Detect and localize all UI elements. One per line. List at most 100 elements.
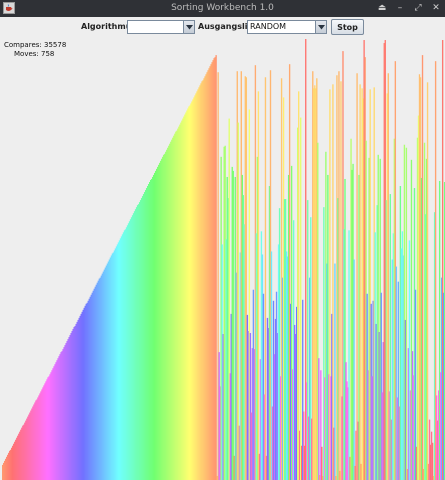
value-bar xyxy=(231,166,233,480)
value-bar xyxy=(259,359,262,480)
value-bar xyxy=(383,43,385,480)
value-bar xyxy=(373,87,375,480)
algorithm-label: Algorithmus: xyxy=(81,22,140,31)
value-bar xyxy=(141,196,144,480)
value-bar xyxy=(340,81,342,480)
value-bar xyxy=(45,381,47,480)
eject-icon[interactable]: ⏏ xyxy=(377,3,387,13)
value-bar xyxy=(422,468,425,480)
value-bar xyxy=(249,333,252,480)
value-bar xyxy=(284,199,287,480)
value-bar xyxy=(165,151,167,480)
value-bar xyxy=(424,214,427,480)
value-bar xyxy=(301,445,303,480)
value-bar xyxy=(177,128,179,480)
value-bar xyxy=(405,147,408,480)
value-bar xyxy=(55,362,57,480)
value-bar xyxy=(419,77,422,480)
value-bar xyxy=(315,88,317,480)
list-select-value: RANDOM xyxy=(250,22,287,31)
value-bar xyxy=(384,40,386,480)
value-bar xyxy=(98,278,101,480)
algorithm-select[interactable] xyxy=(127,20,195,34)
value-bar xyxy=(204,76,206,480)
value-bar xyxy=(250,412,253,480)
stop-button[interactable]: Stop xyxy=(331,19,364,35)
value-bar xyxy=(91,292,93,480)
value-bar xyxy=(52,368,54,480)
value-bar xyxy=(167,147,169,480)
value-bar xyxy=(388,391,390,480)
value-bar xyxy=(42,387,44,480)
value-bar xyxy=(43,385,45,480)
restore-icon[interactable]: ⤢ xyxy=(414,3,422,13)
value-bar xyxy=(87,300,89,480)
value-bar xyxy=(372,300,374,480)
value-bar xyxy=(157,166,159,480)
value-bar xyxy=(365,140,367,480)
value-bar xyxy=(7,454,9,480)
value-bar xyxy=(430,431,433,480)
value-bar xyxy=(229,373,231,480)
value-bar xyxy=(391,259,393,480)
value-bar xyxy=(203,78,205,480)
value-bar xyxy=(184,114,186,480)
value-bar xyxy=(66,341,68,480)
value-bar xyxy=(103,269,106,480)
value-bar xyxy=(236,71,238,480)
value-bar xyxy=(316,78,318,480)
value-bar xyxy=(359,84,361,480)
value-bar xyxy=(314,85,316,480)
value-bar xyxy=(360,463,362,480)
value-bar xyxy=(252,289,255,480)
value-bar xyxy=(221,244,223,480)
value-bar xyxy=(291,369,294,480)
value-bar xyxy=(379,158,381,480)
value-bar xyxy=(18,433,20,480)
minimize-icon[interactable]: – xyxy=(397,3,403,13)
value-bar xyxy=(190,103,192,480)
value-bar xyxy=(413,188,416,480)
value-bar xyxy=(329,89,331,480)
value-bar xyxy=(10,449,12,480)
value-bar xyxy=(335,475,337,480)
value-bar xyxy=(270,251,273,480)
value-bar xyxy=(116,244,119,480)
value-bar xyxy=(370,303,372,480)
value-bar xyxy=(50,372,52,480)
value-bar xyxy=(346,381,348,480)
value-bar xyxy=(279,376,282,480)
value-bar xyxy=(378,332,380,480)
value-bar xyxy=(348,230,350,480)
chevron-down-icon[interactable] xyxy=(183,21,194,33)
value-bar xyxy=(39,393,41,480)
value-bar xyxy=(85,303,87,480)
list-select[interactable]: RANDOM xyxy=(247,20,327,34)
value-bar xyxy=(114,248,117,480)
value-bar xyxy=(367,370,369,480)
value-bar xyxy=(3,462,5,480)
value-bar xyxy=(304,445,306,480)
value-bar xyxy=(53,366,55,480)
value-bar xyxy=(389,194,391,480)
value-bar xyxy=(180,122,182,480)
value-bar xyxy=(14,441,16,480)
java-cup-icon xyxy=(3,2,15,14)
value-bar xyxy=(62,349,64,480)
value-bar xyxy=(293,324,296,480)
value-bar xyxy=(366,293,368,480)
value-bar xyxy=(149,181,151,480)
value-bar xyxy=(402,255,405,480)
value-bar xyxy=(323,207,325,480)
value-bar xyxy=(217,72,219,480)
value-bar xyxy=(99,277,102,480)
value-bar xyxy=(109,257,112,480)
close-icon[interactable]: ✕ xyxy=(432,3,440,13)
value-bar xyxy=(311,418,313,480)
value-bar xyxy=(440,277,443,480)
value-bar xyxy=(188,106,190,480)
value-bar xyxy=(125,227,128,480)
value-bar xyxy=(278,208,281,480)
chevron-down-icon[interactable] xyxy=(315,21,326,33)
value-bar xyxy=(214,57,216,480)
